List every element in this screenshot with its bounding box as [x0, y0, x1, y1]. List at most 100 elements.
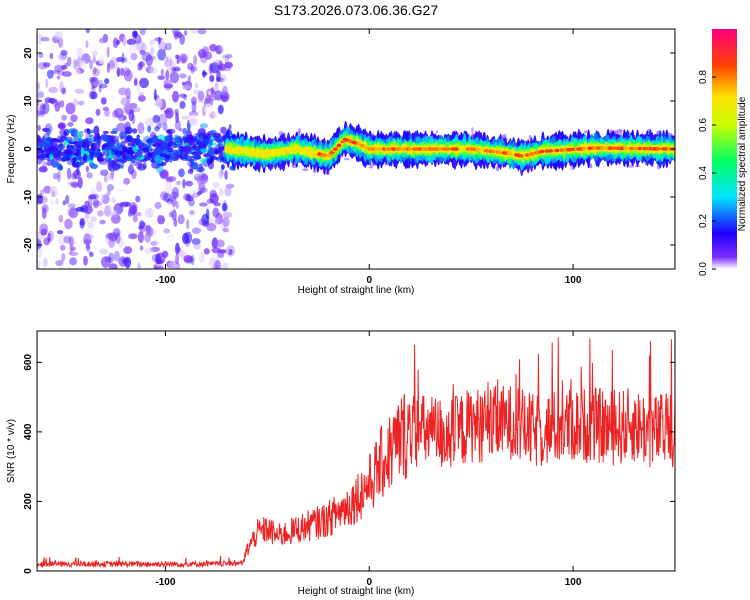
spectrogram-noise-cell	[152, 114, 161, 124]
spectrogram-noise-cell	[158, 41, 167, 50]
spectrogram-y-tick-label: -10	[23, 189, 34, 204]
spectrogram-noise-cell	[369, 164, 376, 167]
spectrogram-band-cell	[63, 131, 68, 136]
spectrogram-noise-cell	[185, 194, 191, 202]
spectrogram-band-cell	[68, 151, 74, 155]
spectrogram-noise-cell	[40, 228, 48, 236]
spectrogram-noise-cell	[162, 250, 169, 258]
spectrogram-peak-cell	[637, 146, 643, 151]
spectrogram-band-cell	[53, 145, 61, 149]
spectrogram-noise-cell	[79, 219, 85, 229]
spectrogram-noise-cell	[191, 238, 201, 245]
spectrogram-noise-cell	[110, 168, 115, 180]
spectrogram-noise-cell	[589, 163, 593, 169]
spectrogram-noise-cell	[85, 117, 94, 125]
spectrogram-noise-cell	[123, 246, 133, 255]
spectrogram-band-cell	[111, 148, 116, 155]
spectrogram-noise-cell	[171, 209, 177, 221]
spectrogram-noise-cell	[169, 264, 178, 269]
spectrogram-noise-cell	[199, 202, 208, 207]
spectrogram-noise-cell	[73, 58, 78, 70]
spectrogram-noise-cell	[153, 264, 158, 269]
spectrogram-noise-cell	[120, 97, 130, 106]
spectrogram-noise-cell	[107, 83, 113, 91]
spectrogram-noise-cell	[46, 161, 53, 166]
spectrogram-noise-cell	[39, 103, 45, 112]
spectrogram-noise-cell	[83, 239, 92, 245]
spectrogram-band-cell	[183, 146, 190, 155]
spectrogram-noise-cell	[106, 62, 111, 73]
spectrogram-peak-cell	[391, 147, 397, 151]
spectrogram-noise-cell	[182, 84, 192, 90]
spectrogram-noise-cell	[70, 114, 78, 123]
spectrogram-peak-cell	[400, 147, 406, 151]
spectrogram-peak-cell	[363, 145, 369, 150]
spectrogram-noise-cell	[90, 76, 99, 89]
spectrogram-peak-cell	[539, 149, 545, 154]
spectrogram-noise-cell	[224, 170, 228, 180]
spectrogram-band-cell	[83, 153, 87, 162]
spectrogram-noise-cell	[198, 163, 203, 173]
spectrogram-peak-cell	[454, 147, 459, 151]
spectrogram-noise-cell	[84, 200, 90, 207]
spectrogram-peak-cell	[518, 154, 524, 158]
spectrogram-band-cell	[147, 151, 152, 159]
spectrogram-noise-cell	[198, 218, 207, 226]
spectrogram-noise-cell	[118, 87, 128, 96]
spectrogram-band-cell	[52, 138, 59, 142]
spectrogram-band-cell	[73, 152, 80, 156]
spectrogram-noise-cell	[93, 66, 97, 75]
spectrogram-band-cell	[188, 158, 195, 163]
spectrogram-peak-cell	[633, 146, 639, 151]
spectrogram-noise-cell	[126, 95, 131, 105]
spectrogram-noise-cell	[85, 165, 90, 173]
spectrogram-noise-cell	[127, 164, 134, 175]
spectrogram-noise-cell	[169, 57, 173, 67]
spectrogram-noise-cell	[59, 100, 65, 108]
spectrogram-noise-cell	[85, 29, 90, 34]
spectrogram-noise-cell	[169, 211, 173, 218]
spectrogram-noise-cell	[60, 49, 68, 56]
spectrogram-noise-cell	[132, 30, 138, 38]
spectrogram-noise-cell	[150, 241, 157, 246]
spectrogram-noise-cell	[222, 85, 228, 97]
spectrogram-noise-cell	[174, 120, 181, 130]
spectrogram-noise-cell	[97, 210, 104, 217]
spectrogram-band-cell	[90, 163, 98, 169]
spectrogram-band-cell	[125, 135, 133, 142]
snr-y-tick-label: 600	[23, 354, 34, 371]
spectrogram-noise-cell	[118, 236, 124, 248]
spectrogram-noise-cell	[144, 117, 155, 128]
snr-series-line	[37, 337, 675, 569]
spectrogram-band-cell	[146, 139, 152, 143]
spectrogram-noise-cell	[37, 110, 45, 116]
snr-y-tick-label: 0	[23, 568, 34, 574]
spectrogram-noise-cell	[129, 205, 138, 216]
colorbar-tick-label: 0.4	[698, 166, 709, 180]
spectrogram-noise-cell	[213, 59, 222, 66]
spectrogram-band-cell	[72, 157, 77, 165]
spectrogram-noise-cell	[205, 198, 212, 210]
spectrogram-noise-cell	[174, 30, 179, 40]
spectrogram-noise-cell	[210, 256, 219, 261]
spectrogram-noise-cell	[224, 61, 233, 69]
spectrogram-x-label: Height of straight line (km)	[298, 285, 415, 296]
spectrogram-noise-cell	[57, 37, 64, 48]
spectrogram-band-cell	[207, 147, 216, 156]
spectrogram-noise-cell	[219, 187, 224, 197]
spectrogram-noise-cell	[95, 108, 101, 116]
snr-x-tick-label: 0	[366, 577, 372, 588]
spectrogram-noise-cell	[150, 47, 155, 55]
spectrogram-band-cell	[87, 129, 95, 134]
spectrogram-noise-cell	[217, 250, 225, 259]
spectrogram-noise-cell	[164, 181, 173, 194]
spectrogram-noise-cell	[214, 218, 221, 225]
spectrogram-noise-cell	[221, 202, 228, 212]
spectrogram-noise-cell	[106, 189, 111, 196]
spectrogram-noise-cell	[92, 56, 97, 64]
spectrogram-noise-cell	[106, 184, 115, 191]
spectrogram-peak-cell	[336, 143, 342, 148]
spectrogram-band-cell	[49, 153, 54, 161]
spectrogram-band-cell	[209, 156, 218, 160]
spectrogram-noise-cell	[92, 44, 97, 56]
